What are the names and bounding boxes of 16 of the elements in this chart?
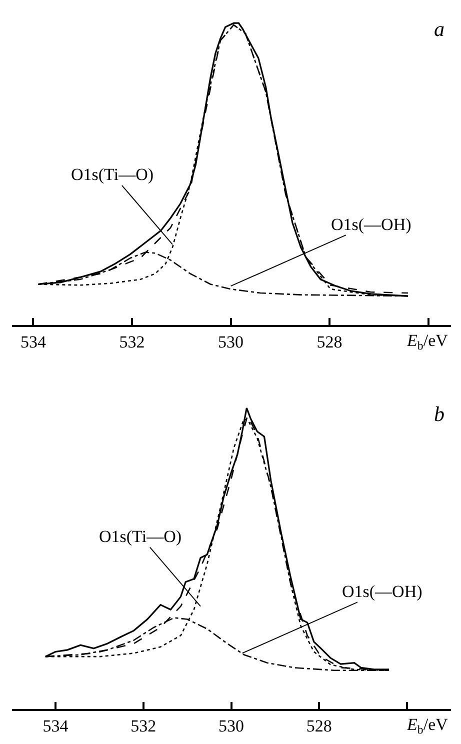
annotation: O1s(—OH) <box>342 582 422 601</box>
x-tick-label: 530 <box>218 716 244 736</box>
annotation: a <box>434 17 444 41</box>
annotation: O1s(—OH) <box>331 215 412 234</box>
x-tick-label: 532 <box>119 332 145 352</box>
annotation: b <box>434 402 444 426</box>
x-axis-title: E$_{b}$/eV <box>406 331 449 353</box>
x-tick-label: 534 <box>20 332 46 352</box>
annotation: O1s(Ti—O) <box>99 527 182 546</box>
annotation: O1s(Ti—O) <box>71 165 154 184</box>
x-tick-label: 528 <box>316 332 342 352</box>
x-tick-label: 530 <box>218 332 244 352</box>
x-tick-label: 532 <box>130 716 156 736</box>
x-axis-title: E$_{b}$/eV <box>406 715 449 737</box>
x-tick-label: 528 <box>306 716 332 736</box>
x-tick-label: 534 <box>42 716 69 736</box>
